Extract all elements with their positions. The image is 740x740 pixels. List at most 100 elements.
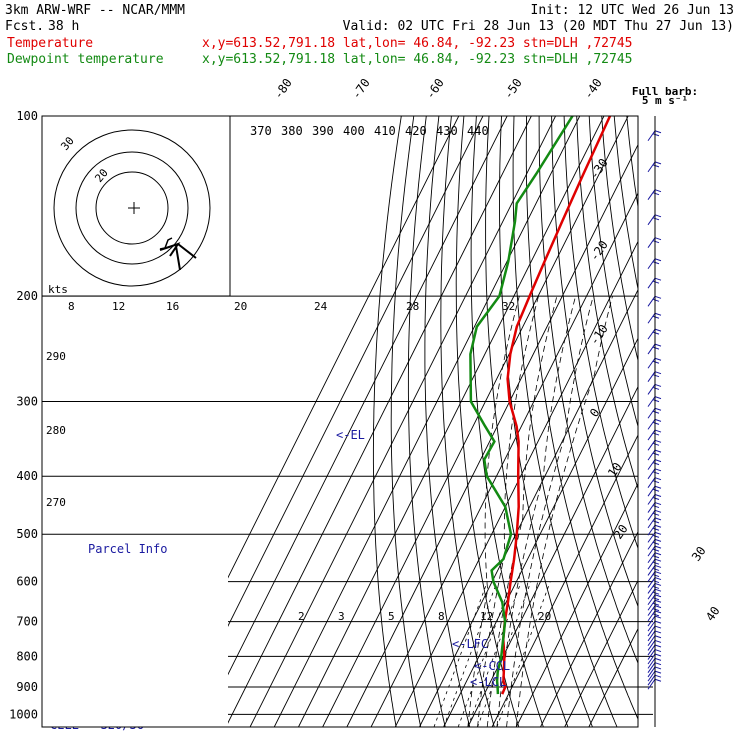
mixing-ratio-line	[457, 581, 512, 727]
isotherm	[298, 116, 605, 727]
el-annotation: <-EL	[336, 428, 365, 442]
mixing-ratio-line	[443, 581, 498, 727]
wind-barb	[647, 635, 662, 647]
dry-adiabat	[372, 116, 402, 727]
dry-adiabat	[485, 116, 569, 727]
dry-adiabat	[470, 116, 544, 727]
isotherm-label: 30	[689, 544, 709, 564]
wind-barb	[647, 502, 662, 513]
dry-adiabat	[626, 116, 638, 210]
wind-barb	[647, 524, 662, 536]
dewpoint-curve	[469, 116, 574, 695]
wind-barb	[647, 295, 662, 307]
wind-barb	[647, 531, 662, 543]
wind-barb	[647, 418, 662, 430]
wind-barb	[647, 439, 662, 451]
isotherm	[540, 530, 638, 727]
isotherm	[370, 192, 638, 727]
wind-barb	[647, 605, 662, 616]
wind-barb	[647, 588, 662, 600]
isotherm-label: 0	[587, 406, 603, 420]
wind-barb	[647, 649, 662, 660]
dry-adiabat	[538, 116, 638, 665]
isotherm	[588, 627, 638, 727]
wind-barb	[647, 494, 662, 505]
dry-adiabat	[639, 116, 740, 727]
theta-label: 440	[467, 124, 489, 138]
dry-adiabat	[601, 116, 638, 363]
wind-barb	[647, 657, 662, 669]
isotherm	[491, 434, 638, 727]
mixing-ratio-line	[467, 581, 522, 727]
theta-label: 420	[405, 124, 427, 138]
wind-barb	[647, 558, 662, 570]
isotherm	[467, 385, 638, 727]
moist-adiabat	[486, 295, 558, 727]
wind-barb	[647, 277, 662, 289]
temperature-legend: Temperature	[7, 36, 93, 51]
parcel-info-box: Parcel Info	[42, 537, 228, 727]
hodo-speed-tick: 28	[406, 300, 419, 313]
isotherm-label: -40	[581, 76, 605, 102]
isotherm	[225, 116, 532, 727]
isotherm	[346, 143, 638, 727]
moist-adiabat	[477, 295, 539, 727]
mixing-ratio-label: 5	[388, 610, 395, 623]
y-tick-label: 600	[16, 575, 38, 589]
temperature-curve	[501, 116, 612, 695]
isotherm	[515, 482, 638, 727]
isotherm	[201, 116, 508, 727]
wind-barb	[647, 582, 662, 594]
dry-adiabat	[525, 116, 638, 721]
fcst-value: 38 h	[48, 19, 79, 34]
dry-adiabat	[652, 116, 740, 727]
wind-barb	[647, 639, 662, 651]
mixing-ratio-label: 12	[480, 610, 493, 623]
hodo-kts-label: kts	[48, 283, 68, 296]
mixing-ratio-line	[496, 581, 551, 727]
isotherm	[322, 116, 629, 727]
y-tick-label: 300	[16, 394, 38, 408]
theta-label: 290	[46, 350, 66, 363]
theta-label: 280	[46, 424, 66, 437]
wind-barb	[647, 615, 662, 627]
wind-barb	[647, 644, 662, 656]
dry-adiabat	[576, 116, 638, 491]
wind-barb	[647, 666, 662, 678]
dewpoint-legend: Dewpoint temperature	[7, 52, 164, 67]
wind-barb	[647, 538, 662, 550]
mixing-ratio-label: 20	[538, 610, 551, 623]
wind-barb	[647, 564, 662, 576]
dry-adiabat	[512, 116, 618, 727]
storm-motion-arrow	[159, 242, 197, 271]
isotherm-label: -50	[501, 76, 525, 102]
mixing-ratio-line	[433, 581, 488, 727]
theta-label: 430	[436, 124, 458, 138]
y-tick-label: 900	[16, 680, 38, 694]
init-time: Init: 12 UTC Wed 26 Jun 13	[531, 3, 735, 18]
isotherm-label: -60	[423, 76, 447, 102]
lcl-annotation: <-LCL	[470, 675, 506, 689]
wind-barb	[647, 312, 662, 324]
isotherm-label: 10	[605, 460, 625, 480]
dry-adiabat	[390, 116, 422, 727]
wind-barb	[647, 674, 662, 686]
wind-barb	[647, 571, 662, 582]
wind-barb	[647, 189, 662, 200]
valid-time: Valid: 02 UTC Fri 28 Jun 13 (20 MDT Thu …	[343, 19, 734, 34]
parcel-info-title: Parcel Info	[88, 542, 167, 556]
isotherm-label: -70	[349, 76, 373, 102]
wind-barb	[647, 343, 662, 355]
barb-scale-line1: Full barb:	[632, 85, 698, 98]
isotherm	[177, 116, 484, 727]
y-tick-label: 800	[16, 649, 38, 663]
wind-barb	[647, 630, 662, 642]
isotherm	[443, 337, 638, 727]
dry-adiabat	[551, 116, 638, 608]
hodo-speed-tick: 32	[502, 300, 515, 313]
dry-adiabat	[563, 116, 638, 550]
isotherm-label: -80	[271, 76, 295, 102]
wind-barb	[647, 357, 662, 369]
hodograph-trace	[159, 237, 173, 250]
